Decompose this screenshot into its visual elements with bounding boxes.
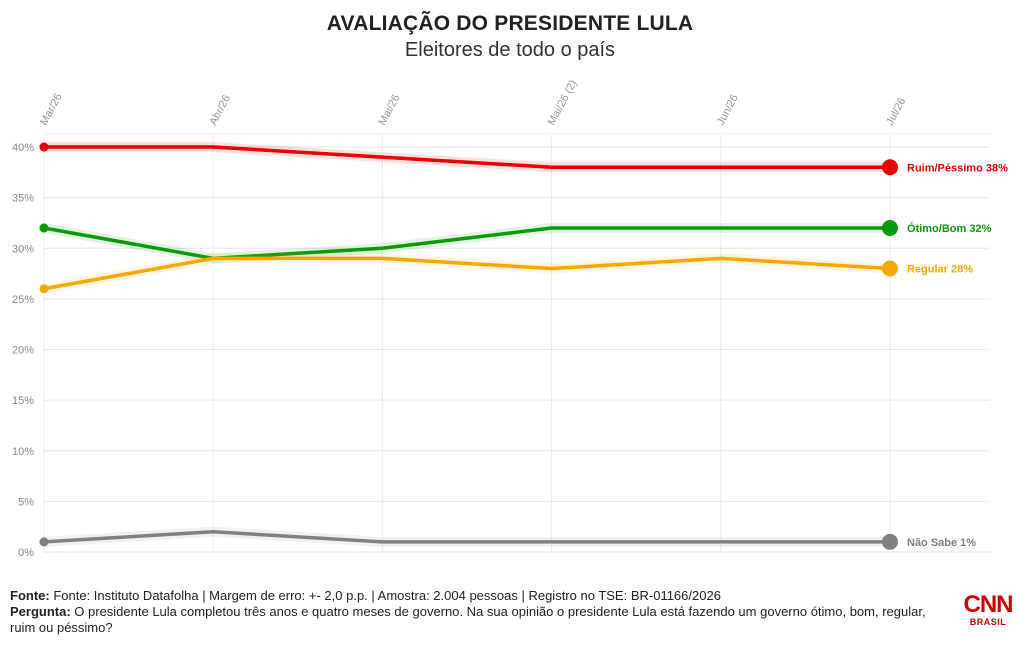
source-text: Fonte: Instituto Datafolha | Margem de e… <box>49 588 721 603</box>
x-tick-label: Abr/26 <box>207 93 233 127</box>
chart-subtitle: Eleitores de todo o país <box>404 39 616 61</box>
y-tick-label: 35% <box>12 193 34 205</box>
line-chart: 0%5%10%15%20%25%30%35%40% Mar/26 Abr/26 Ma… <box>12 78 1008 559</box>
y-tick-label: 10% <box>12 446 34 458</box>
y-tick-label: 40% <box>12 142 34 154</box>
chart-title: AVALIAÇÃO DO PRESIDENTE LULA <box>326 12 694 35</box>
grid-lines <box>43 133 990 553</box>
y-tick-label: 0% <box>18 547 34 559</box>
series-end-label: Não Sabe 1% <box>907 537 976 549</box>
series-lines <box>39 142 898 550</box>
y-tick-label: 25% <box>12 294 34 306</box>
series-end-point <box>882 159 898 176</box>
series-start-point <box>39 142 49 152</box>
y-tick-label: 5% <box>18 496 34 508</box>
x-tick-label: Mar/26 <box>38 92 65 128</box>
series-end-point <box>882 533 898 550</box>
series-end-label: Ruim/Péssimo 38% <box>907 162 1008 174</box>
series-line <box>42 256 892 291</box>
y-axis-ticks: 0% 5% 10% 15% 20% 25% 30% 35% 40% <box>12 142 34 559</box>
logo-subtext: BRASIL <box>969 617 1007 627</box>
series-halo <box>39 142 895 173</box>
series-halo <box>39 223 895 264</box>
y-tick-label: 20% <box>12 345 34 357</box>
source-label: Fonte: <box>10 588 50 603</box>
series-end-label: Regular 28% <box>907 264 973 276</box>
y-tick-label: 30% <box>12 243 34 255</box>
question-note: Pergunta: O presidente Lula completou tr… <box>10 604 950 636</box>
series-end-point <box>882 220 898 236</box>
question-text: O presidente Lula completou três anos e … <box>10 604 926 635</box>
cnn-brasil-logo: CNN BRASIL <box>962 593 1014 629</box>
series-start-point <box>39 284 49 294</box>
footer-notes: Fonte: Fonte: Instituto Datafolha | Marg… <box>10 588 950 636</box>
x-axis-ticks: Mar/26 Abr/26 Mai/26 Mai/26 (2) Jun/26 Jul/26 <box>38 78 908 127</box>
y-tick-label: 15% <box>12 395 34 407</box>
series-end-labels: Ruim/Péssimo 38% Ótimo/Bom 32% Regular 28%… <box>907 162 1008 549</box>
series-end-point <box>882 260 898 277</box>
series-line <box>42 530 892 544</box>
source-note: Fonte: Fonte: Instituto Datafolha | Marg… <box>10 588 950 604</box>
series-end-label: Ótimo/Bom 32% <box>907 222 992 235</box>
x-tick-label: Mai/26 <box>376 93 402 128</box>
logo-text: CNN <box>963 591 1014 618</box>
x-tick-label: Mai/26 (2) <box>546 78 580 127</box>
question-label: Pergunta: <box>10 604 71 619</box>
series-line <box>42 145 892 169</box>
series-line <box>42 226 892 261</box>
x-tick-label: Jul/26 <box>884 96 908 128</box>
x-tick-label: Jun/26 <box>715 93 741 128</box>
series-start-point <box>39 537 49 547</box>
series-start-point <box>39 223 49 233</box>
